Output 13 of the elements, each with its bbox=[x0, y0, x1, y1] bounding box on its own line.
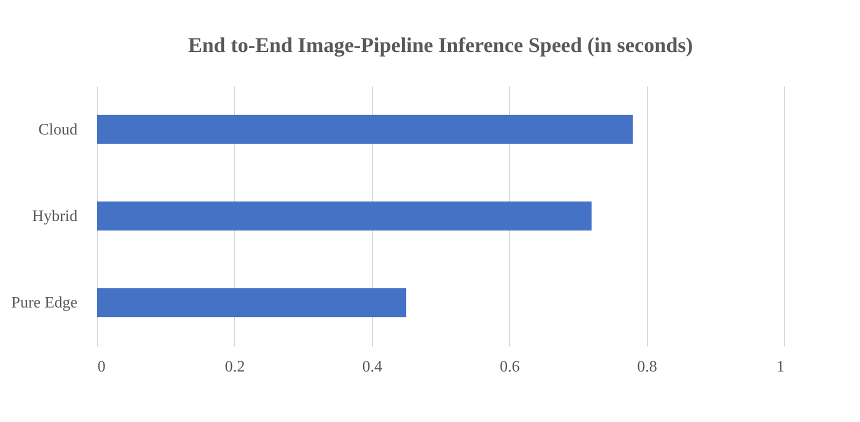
bar bbox=[97, 202, 592, 230]
y-tick-label: Cloud bbox=[38, 121, 78, 138]
y-tick-label: Hybrid bbox=[32, 208, 78, 225]
y-tick-label: Pure Edge bbox=[11, 294, 78, 312]
x-tick-label: 0.4 bbox=[362, 358, 382, 376]
chart-title: End to-End Image-Pipeline Inference Speed (in seconds) bbox=[188, 33, 693, 57]
x-tick-label: 0 bbox=[98, 358, 106, 376]
x-tick-label: 0.8 bbox=[637, 358, 658, 376]
x-tick-label: 1 bbox=[776, 358, 784, 376]
bar bbox=[97, 288, 406, 318]
x-tick-label: 0.6 bbox=[500, 358, 520, 376]
bar bbox=[97, 114, 633, 144]
x-tick-label: 0.2 bbox=[224, 358, 245, 376]
